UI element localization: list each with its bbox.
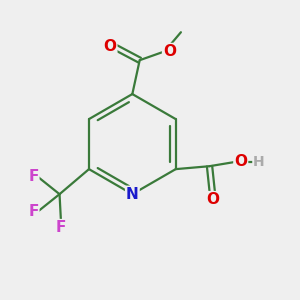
Text: O: O [163,44,176,59]
Text: F: F [56,220,66,235]
Text: H: H [253,155,265,169]
Text: N: N [126,187,139,202]
Text: O: O [206,192,219,207]
Text: O: O [234,154,247,169]
Text: O: O [103,39,116,54]
Text: F: F [28,169,38,184]
Text: F: F [28,204,38,219]
